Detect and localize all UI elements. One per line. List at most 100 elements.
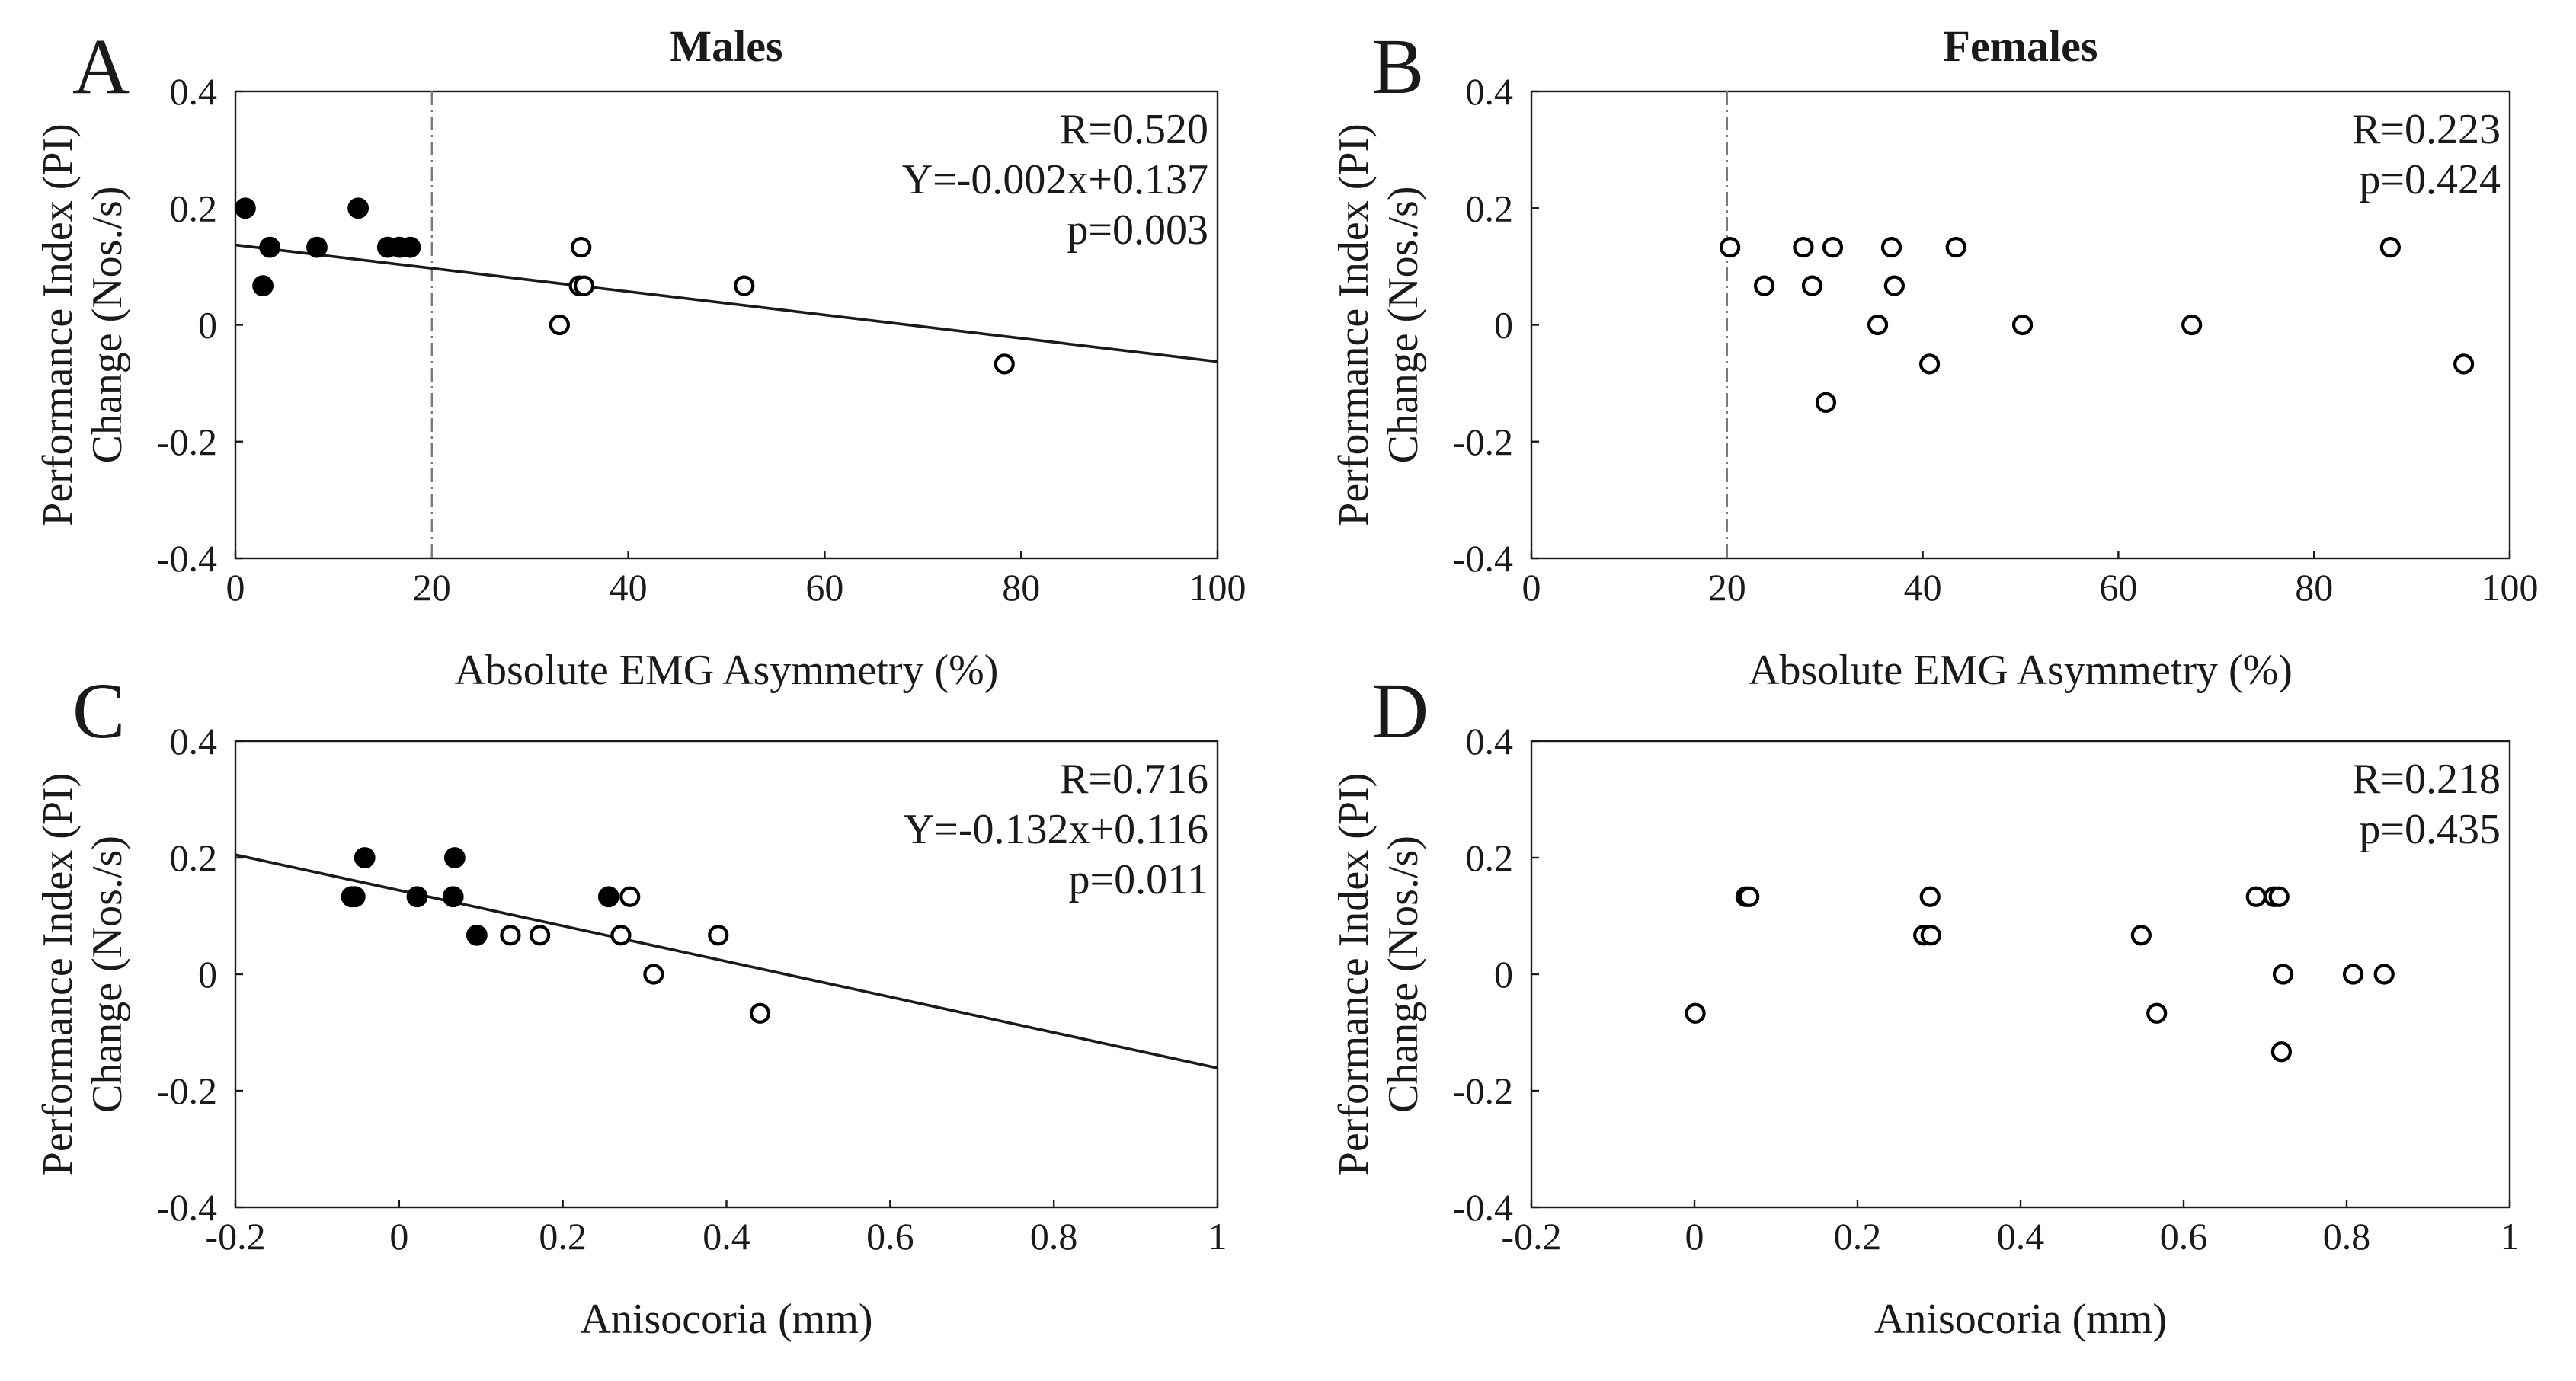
panel-d-xlabel: Anisocoria (mm) xyxy=(1874,1296,2167,1343)
panel-d-xtick-label: 0.4 xyxy=(1997,1215,2045,1258)
panel-b-point-open xyxy=(1793,236,1814,258)
panel-b-ytick-label: 0 xyxy=(1494,304,1513,347)
panel-a-xtick-label: 80 xyxy=(1002,566,1040,609)
panel-d-xtick-label: 0.2 xyxy=(1834,1215,1882,1258)
panel-a-ytick-label: 0.4 xyxy=(170,70,218,113)
panel-c-point-filled xyxy=(466,924,488,946)
panel-b-point-open xyxy=(1815,392,1837,414)
panel-a-point-open xyxy=(994,353,1015,375)
panel-d-stat: R=0.218 xyxy=(2352,756,2501,803)
panel-a-xtick-label: 0 xyxy=(226,566,245,609)
panel-c: C-0.2 0 0.2 0.4 0.6 0.8 10.40.20-0.2-0.4Anisoc… xyxy=(34,667,1227,1343)
panel-c-regression-line xyxy=(235,853,1218,1069)
panel-c-xtick-label: -0.2 xyxy=(205,1215,265,1258)
panel-a-xlabel: Absolute EMG Asymmetry (%) xyxy=(455,647,999,694)
panel-b-xtick-label: 0 xyxy=(1522,566,1541,609)
panel-d-point-open xyxy=(2130,925,2152,946)
panel-c-stat: R=0.716 xyxy=(1060,756,1208,803)
panel-b-point-open xyxy=(1867,314,1889,336)
panel-b-stat: R=0.223 xyxy=(2352,106,2501,153)
panel-d-xtick-label: -0.2 xyxy=(1501,1215,1561,1258)
panel-b-point-open xyxy=(2181,314,2203,336)
panel-c-point-open xyxy=(643,964,664,985)
panel-c-letter: C xyxy=(72,667,125,755)
panel-c-ytick-label: 0.2 xyxy=(170,836,218,879)
panel-c-point-open xyxy=(708,925,729,946)
panel-c-point-open xyxy=(500,925,521,946)
panel-a-point-open xyxy=(549,314,570,336)
panel-b-point-open xyxy=(2453,353,2475,375)
panel-d-point-open xyxy=(1685,1002,1706,1024)
panel-b-ytick-label: 0.4 xyxy=(1466,70,1514,113)
panel-d-point-open xyxy=(2268,886,2290,907)
panel-d-xtick-label: 0 xyxy=(1685,1215,1704,1258)
panel-a-point-filled xyxy=(399,236,421,258)
panel-a-letter: A xyxy=(72,23,130,110)
panel-a-stat: Y=-0.002x+0.137 xyxy=(902,156,1208,203)
panel-b: B Females 0 20 40 60 80 100 0.4 0.2 0 -0.2 -0.4 Absol… xyxy=(1330,21,2539,694)
panel-c-xtick-label: 0.6 xyxy=(866,1215,914,1258)
panel-a-ylabel-line1: Performance Index (PI) xyxy=(34,123,82,526)
panel-a-point-open xyxy=(571,236,592,258)
panel-b-ylabel-line2: Change (Nos./s) xyxy=(1380,187,1427,464)
panel-c-ytick-label: -0.4 xyxy=(157,1186,217,1229)
panel-a-ytick-label: 0 xyxy=(198,304,217,347)
panel-d-stat: p=0.435 xyxy=(2359,806,2501,853)
panel-b-point-open xyxy=(1720,236,1741,258)
panel-a-xtick-label: 40 xyxy=(610,566,648,609)
panel-a-point-filled xyxy=(306,236,328,258)
panel-b-ytick-label: 0.2 xyxy=(1466,187,1514,229)
panel-d-ytick-label: 0.4 xyxy=(1466,720,1514,762)
panel-d-ytick-label: -0.4 xyxy=(1453,1186,1513,1229)
panel-c-ytick-label: -0.2 xyxy=(157,1069,217,1112)
panel-d-point-open xyxy=(2373,964,2395,985)
panel-b-ytick-label: -0.4 xyxy=(1453,537,1513,580)
panel-b-xlabel: Absolute EMG Asymmetry (%) xyxy=(1749,647,2293,694)
panel-b-point-open xyxy=(1945,236,1966,258)
panel-d-point-open xyxy=(2146,1002,2168,1024)
panel-a-xtick-label: 100 xyxy=(1189,566,1246,609)
panel-b-point-open xyxy=(1883,275,1905,296)
panel-b-point-open xyxy=(2379,236,2401,258)
panel-b-letter: B xyxy=(1371,23,1424,110)
panel-c-xtick-label: 0 xyxy=(389,1215,408,1258)
panel-c-point-open xyxy=(529,925,551,946)
panel-c-point-filled xyxy=(442,886,464,908)
panel-a-point-open xyxy=(573,275,595,296)
panel-c-ytick-label: 0.4 xyxy=(170,720,218,762)
panel-b-xtick-label: 100 xyxy=(2482,566,2539,609)
panel-d-ylabel-line2: Change (Nos./s) xyxy=(1380,836,1427,1113)
panel-a-point-filled xyxy=(252,275,274,297)
panel-b-xtick-label: 40 xyxy=(1904,566,1942,609)
panel-c-ytick-label: 0 xyxy=(198,953,217,996)
panel-d-ytick-label: 0 xyxy=(1494,953,1513,996)
panel-a-ytick-label: -0.2 xyxy=(157,420,217,463)
panel-c-ylabel-line1: Performance Index (PI) xyxy=(34,773,82,1176)
panel-a-point-filled xyxy=(259,236,281,258)
panel-d-ytick-label: -0.2 xyxy=(1453,1069,1513,1112)
panel-a-title: Males xyxy=(670,21,782,71)
panel-a-ytick-label: -0.4 xyxy=(157,537,217,580)
panel-a-stat: p=0.003 xyxy=(1067,206,1208,254)
panel-d-point-open xyxy=(1919,886,1941,907)
panel-d-ylabel-line1: Performance Index (PI) xyxy=(1330,773,1378,1176)
panel-d-point-open xyxy=(2342,964,2364,985)
panel-c-xtick-label: 0.8 xyxy=(1030,1215,1078,1258)
panel-c-point-open xyxy=(619,886,641,907)
panel-b-xtick-label: 60 xyxy=(2099,566,2137,609)
panel-c-stat: Y=-0.132x+0.116 xyxy=(904,806,1208,853)
panel-c-point-filled xyxy=(597,886,619,908)
panel-b-ytick-label: -0.2 xyxy=(1453,420,1513,463)
panel-d-point-open xyxy=(1920,925,1941,946)
panel-a-point-open xyxy=(734,275,755,296)
panel-b-xtick-label: 20 xyxy=(1708,566,1746,609)
panel-c-xtick-label: 0.4 xyxy=(702,1215,750,1258)
panel-c-point-filled xyxy=(406,886,428,908)
panel-a-xtick-label: 20 xyxy=(413,566,451,609)
panel-a-stat: R=0.520 xyxy=(1060,106,1208,153)
panel-c-point-open xyxy=(610,925,632,946)
panel-a: A Males 0 20 40 60 80 100 0.4 0.2 0 -0.2 -0.4 Absolut… xyxy=(34,21,1246,694)
panel-c-xtick-label: 1 xyxy=(1208,1215,1227,1258)
panel-d-point-open xyxy=(2272,964,2294,985)
